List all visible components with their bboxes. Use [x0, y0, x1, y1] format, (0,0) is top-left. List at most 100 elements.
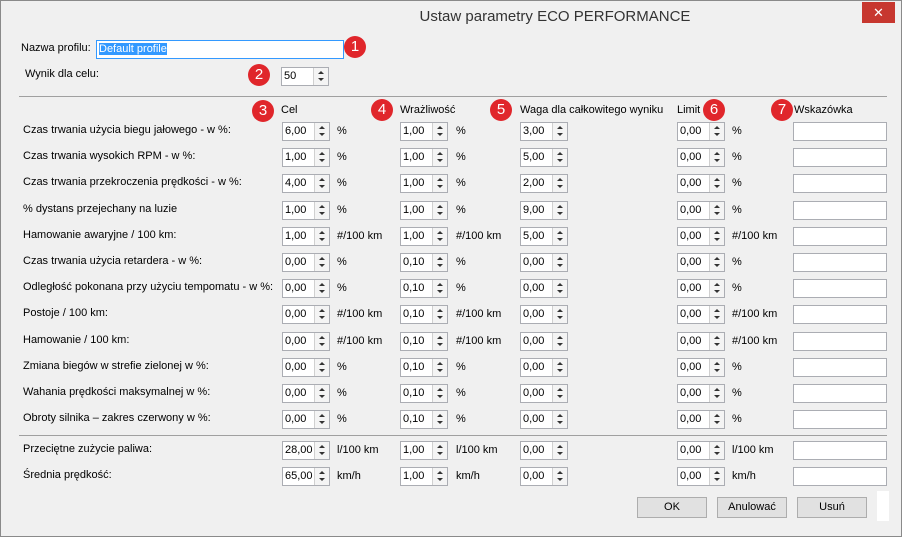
sensitivity-spinner[interactable]: 1,00: [400, 467, 448, 486]
hint-input[interactable]: [793, 122, 887, 141]
target-spinner[interactable]: 1,00: [282, 226, 330, 246]
spinner[interactable]: [314, 306, 329, 324]
weight-spinner[interactable]: 0,00: [520, 410, 568, 430]
spinner[interactable]: [314, 280, 329, 298]
spinner[interactable]: [432, 385, 447, 402]
limit-spinner[interactable]: 0,00: [677, 122, 725, 141]
spinner[interactable]: [552, 411, 567, 429]
spinner[interactable]: [432, 411, 447, 429]
spinner[interactable]: [314, 411, 329, 429]
target-spinner[interactable]: 6,00: [282, 122, 330, 141]
hint-input[interactable]: [793, 384, 887, 403]
spinner[interactable]: [709, 254, 724, 271]
spinner[interactable]: [709, 175, 724, 193]
spinner[interactable]: [314, 385, 329, 402]
target-spinner[interactable]: 0,00: [282, 253, 330, 272]
limit-spinner[interactable]: 0,00: [677, 467, 725, 486]
spinner[interactable]: [709, 201, 724, 219]
weight-spinner[interactable]: 0,00: [520, 384, 568, 403]
spinner[interactable]: [552, 468, 567, 485]
weight-spinner[interactable]: 3,00: [520, 122, 568, 141]
target-spinner[interactable]: 1,00: [282, 148, 330, 168]
spinner[interactable]: [432, 227, 447, 245]
spinner[interactable]: [432, 358, 447, 376]
limit-spinner[interactable]: 0,00: [677, 226, 725, 246]
spinner[interactable]: [432, 442, 447, 459]
spinner[interactable]: [552, 201, 567, 219]
spinner[interactable]: [314, 358, 329, 376]
sensitivity-spinner[interactable]: 1,00: [400, 148, 448, 168]
spinner[interactable]: [314, 227, 329, 245]
limit-spinner[interactable]: 0,00: [677, 357, 725, 377]
spinner[interactable]: [314, 123, 329, 140]
sensitivity-spinner[interactable]: 0,10: [400, 384, 448, 403]
weight-spinner[interactable]: 5,00: [520, 148, 568, 168]
spinner[interactable]: [709, 227, 724, 245]
spinner[interactable]: [709, 411, 724, 429]
hint-input[interactable]: [793, 305, 887, 325]
spinner[interactable]: [552, 385, 567, 402]
hint-input[interactable]: [793, 441, 887, 460]
spinner[interactable]: [709, 385, 724, 402]
target-spinner[interactable]: 50: [281, 67, 329, 86]
limit-spinner[interactable]: 0,00: [677, 253, 725, 272]
spinner[interactable]: [314, 149, 329, 167]
hint-input[interactable]: [793, 357, 887, 377]
close-button[interactable]: ✕: [862, 2, 895, 23]
sensitivity-spinner[interactable]: 0,10: [400, 357, 448, 377]
weight-spinner[interactable]: 2,00: [520, 174, 568, 194]
spinner[interactable]: [709, 468, 724, 485]
target-spinner[interactable]: 0,00: [282, 357, 330, 377]
target-spinner[interactable]: 0,00: [282, 279, 330, 299]
weight-spinner[interactable]: 9,00: [520, 200, 568, 220]
weight-spinner[interactable]: 0,00: [520, 305, 568, 325]
limit-spinner[interactable]: 0,00: [677, 441, 725, 460]
spinner[interactable]: [709, 149, 724, 167]
hint-input[interactable]: [793, 410, 887, 430]
spinner[interactable]: [314, 254, 329, 271]
spinner[interactable]: [709, 332, 724, 350]
spinner[interactable]: [552, 358, 567, 376]
sensitivity-spinner[interactable]: 0,10: [400, 410, 448, 430]
spinner[interactable]: [552, 306, 567, 324]
limit-spinner[interactable]: 0,00: [677, 200, 725, 220]
spinner[interactable]: [432, 254, 447, 271]
limit-spinner[interactable]: 0,00: [677, 279, 725, 299]
spinner[interactable]: [314, 175, 329, 193]
spinner[interactable]: [552, 149, 567, 167]
weight-spinner[interactable]: 0,00: [520, 331, 568, 351]
spinner[interactable]: [709, 123, 724, 140]
spinner[interactable]: [709, 358, 724, 376]
hint-input[interactable]: [793, 174, 887, 194]
spinner[interactable]: [432, 149, 447, 167]
target-spinner[interactable]: 0,00: [282, 410, 330, 430]
limit-spinner[interactable]: 0,00: [677, 148, 725, 168]
hint-input[interactable]: [793, 226, 887, 246]
limit-spinner[interactable]: 0,00: [677, 174, 725, 194]
hint-input[interactable]: [793, 279, 887, 299]
spinner[interactable]: [552, 227, 567, 245]
limit-spinner[interactable]: 0,00: [677, 384, 725, 403]
limit-spinner[interactable]: 0,00: [677, 331, 725, 351]
sensitivity-spinner[interactable]: 0,10: [400, 331, 448, 351]
spinner[interactable]: [432, 306, 447, 324]
weight-spinner[interactable]: 5,00: [520, 226, 568, 246]
sensitivity-spinner[interactable]: 1,00: [400, 200, 448, 220]
spinner[interactable]: [709, 306, 724, 324]
weight-spinner[interactable]: 0,00: [520, 467, 568, 486]
spinner[interactable]: [432, 280, 447, 298]
button[interactable]: Anulować: [717, 497, 787, 518]
hint-input[interactable]: [793, 148, 887, 168]
target-spinner[interactable]: 28,00: [282, 441, 330, 460]
sensitivity-spinner[interactable]: 1,00: [400, 441, 448, 460]
weight-spinner[interactable]: 0,00: [520, 253, 568, 272]
hint-input[interactable]: [793, 253, 887, 272]
button[interactable]: OK: [637, 497, 707, 518]
sensitivity-spinner[interactable]: 1,00: [400, 226, 448, 246]
weight-spinner[interactable]: 0,00: [520, 357, 568, 377]
spinner[interactable]: [552, 442, 567, 459]
hint-input[interactable]: [793, 467, 887, 486]
spinner[interactable]: [432, 175, 447, 193]
sensitivity-spinner[interactable]: 1,00: [400, 122, 448, 141]
spinner[interactable]: [313, 68, 328, 85]
